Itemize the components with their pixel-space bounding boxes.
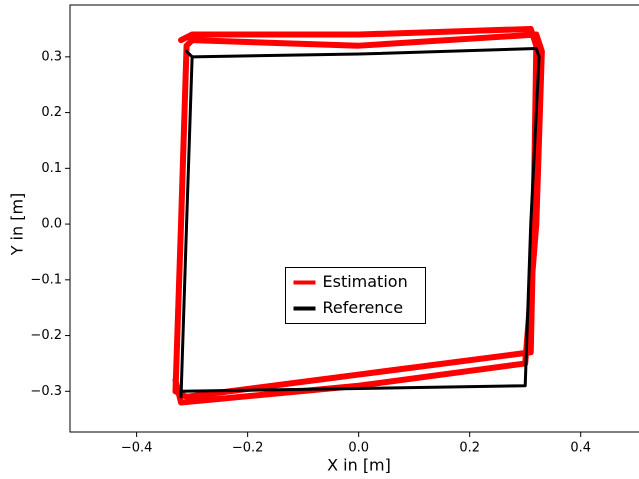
x-tick-label: 0.0 — [348, 441, 369, 456]
y-axis-label: Y in [m] — [8, 193, 27, 257]
x-tick-label: 0.4 — [570, 441, 591, 456]
legend-label: Estimation — [323, 272, 408, 291]
legend-label: Reference — [323, 298, 404, 317]
plot-frame — [69, 4, 639, 433]
y-tick-label: −0.1 — [30, 272, 62, 287]
x-axis-label: X in [m] — [327, 456, 391, 475]
series-line — [179, 46, 541, 399]
y-tick-label: 0.1 — [41, 161, 62, 176]
x-tick-label: 0.2 — [459, 441, 480, 456]
y-tick-label: −0.2 — [30, 328, 62, 343]
x-tick-label: −0.2 — [232, 441, 264, 456]
x-tick-label: −0.4 — [121, 441, 153, 456]
legend-box — [285, 267, 426, 324]
y-tick-label: −0.3 — [30, 384, 62, 399]
y-tick-label: 0.3 — [41, 49, 62, 64]
y-tick-label: 0.0 — [41, 217, 62, 232]
series-line — [172, 25, 545, 406]
y-tick-label: 0.2 — [41, 105, 62, 120]
